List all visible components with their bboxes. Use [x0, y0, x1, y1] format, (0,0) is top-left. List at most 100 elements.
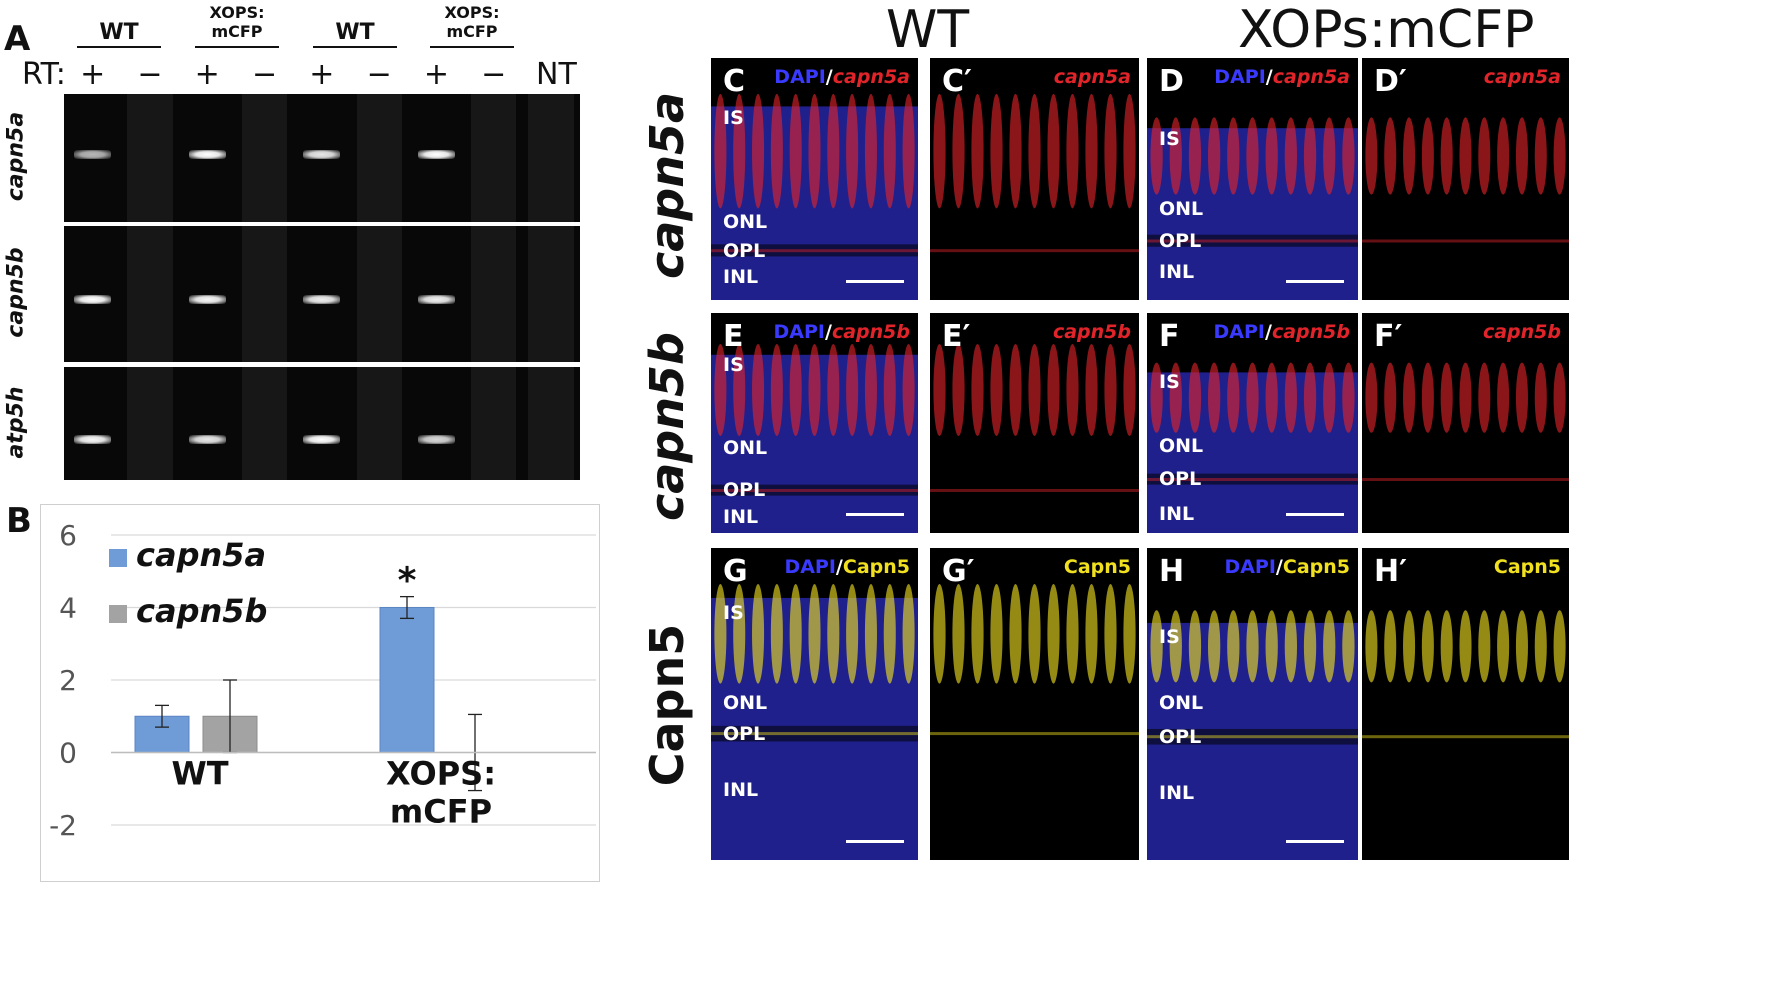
- stained-inner-segment: [1009, 344, 1022, 436]
- gel-lane: [185, 226, 230, 362]
- stained-inner-segment: [1009, 584, 1022, 684]
- scale-bar: [1286, 513, 1344, 516]
- channel-marker: capn5b: [1052, 321, 1131, 343]
- bar-capn5a: [379, 607, 435, 753]
- channel-label: DAPI/Capn5: [784, 556, 910, 578]
- channel-marker: capn5a: [1272, 66, 1350, 88]
- stained-inner-segment: [827, 344, 840, 436]
- stained-inner-segment: [990, 584, 1003, 684]
- stained-inner-segment: [971, 344, 984, 436]
- stained-inner-segment: [846, 344, 859, 436]
- channel-marker: Capn5: [1282, 556, 1350, 578]
- stained-inner-segment: [1265, 610, 1278, 683]
- opl-stain-band: [711, 249, 918, 253]
- channel-label: capn5a: [1484, 66, 1561, 88]
- stained-inner-segment: [770, 584, 783, 684]
- micrograph-image: [711, 93, 918, 300]
- stained-inner-segment: [808, 93, 821, 209]
- gel-lane: [241, 94, 288, 222]
- stained-inner-segment: [1342, 362, 1355, 433]
- plexiform-gap: [711, 725, 918, 742]
- stained-inner-segment: [1104, 584, 1117, 684]
- scale-bar: [846, 513, 904, 516]
- layer-label-inl: INL: [723, 505, 759, 528]
- opl-stain-band: [711, 489, 918, 492]
- stained-inner-segment: [733, 344, 746, 436]
- stained-inner-segment: [1365, 117, 1378, 195]
- stained-inner-segment: [1553, 362, 1566, 433]
- stained-inner-segment: [1534, 117, 1547, 195]
- stained-inner-segment: [752, 584, 765, 684]
- stained-inner-segment: [1169, 362, 1182, 433]
- channel-marker: capn5a: [1483, 66, 1561, 88]
- rt-plus-mark: +: [309, 57, 335, 92]
- opl-stain-band: [930, 249, 1139, 253]
- channel-separator: /: [825, 66, 833, 88]
- opl-stain-band: [1362, 239, 1569, 243]
- stained-inner-segment: [1150, 610, 1163, 683]
- stained-inner-segment: [1403, 610, 1416, 683]
- layer-label-opl: OPL: [723, 723, 766, 746]
- stained-inner-segment: [1123, 344, 1136, 436]
- channel-dapi: DAPI: [1213, 321, 1265, 343]
- micro-panel-letter: C′: [942, 64, 972, 99]
- panel-label-b: B: [6, 501, 32, 541]
- stained-inner-segment: [1188, 117, 1202, 195]
- layer-label-is: IS: [723, 601, 744, 624]
- stained-inner-segment: [1421, 117, 1434, 195]
- stained-inner-segment: [1265, 362, 1278, 433]
- stained-inner-segment: [1403, 362, 1416, 433]
- stained-inner-segment: [1227, 117, 1240, 195]
- gel-group-label: WT: [335, 20, 375, 45]
- stained-inner-segment: [1515, 610, 1528, 683]
- layer-label-opl: OPL: [1159, 726, 1202, 749]
- gel-band: [188, 150, 226, 160]
- stained-inner-segment: [990, 93, 1003, 209]
- y-tick-label: 6: [59, 519, 77, 552]
- gel-lane: [356, 226, 402, 362]
- channel-label: DAPI/capn5b: [1214, 321, 1350, 343]
- stained-inner-segment: [952, 344, 965, 436]
- gel-strip-atp5h: [64, 367, 580, 480]
- gel-band: [188, 435, 226, 445]
- stained-inner-segment: [1104, 93, 1117, 209]
- micro-panel-letter: H: [1159, 554, 1185, 589]
- stained-inner-segment: [1384, 362, 1397, 433]
- micro-panel-letter: G′: [942, 554, 975, 589]
- micrograph-image: [711, 584, 918, 860]
- opl-stain-band: [1147, 478, 1358, 481]
- stained-inner-segment: [933, 93, 946, 209]
- channel-separator: /: [835, 556, 843, 578]
- stained-inner-segment: [902, 584, 915, 684]
- gel-lane: [299, 367, 344, 480]
- stained-inner-segment: [883, 344, 896, 436]
- column-title-wt: WT: [886, 0, 970, 60]
- channel-marker: capn5a: [832, 66, 910, 88]
- stained-inner-segment: [1553, 117, 1566, 195]
- stained-inner-segment: [1169, 117, 1182, 195]
- layer-label-inl: INL: [1159, 782, 1195, 805]
- legend-label-capn5a: capn5a: [136, 536, 266, 574]
- gel-lane: [241, 226, 288, 362]
- gel-lane: [356, 94, 402, 222]
- stained-inner-segment: [770, 344, 783, 436]
- stained-inner-segment: [714, 584, 727, 684]
- stained-inner-segment: [902, 344, 915, 436]
- stained-inner-segment: [1246, 117, 1259, 195]
- opl-stain-band: [1362, 735, 1569, 739]
- gel-lane: [528, 367, 574, 480]
- micro-panel-d: D DAPI/capn5a IS ONL OPL INL: [1147, 58, 1358, 300]
- micro-panel-letter: D′: [1374, 64, 1407, 99]
- gel-lane: [70, 226, 115, 362]
- stained-inner-segment: [1478, 362, 1491, 433]
- stained-inner-segment: [1303, 610, 1317, 683]
- layer-label-is: IS: [723, 353, 744, 376]
- stained-inner-segment: [1047, 584, 1060, 684]
- gel-group-label: XOPS: mCFP: [209, 3, 265, 41]
- stained-inner-segment: [1403, 117, 1416, 195]
- rt-plus-mark: +: [423, 57, 449, 92]
- layer-label-onl: ONL: [723, 437, 768, 460]
- scale-bar: [1286, 280, 1344, 283]
- stained-inner-segment: [808, 344, 821, 436]
- stained-inner-segment: [1284, 117, 1298, 195]
